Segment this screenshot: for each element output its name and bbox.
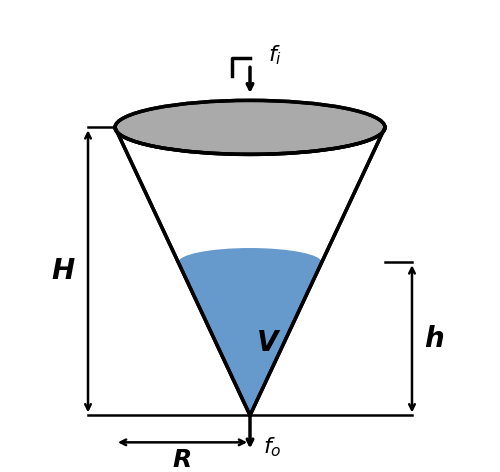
Text: R: R [173,448,192,472]
Text: $f_i$: $f_i$ [268,43,282,67]
Text: V: V [257,329,278,357]
Ellipse shape [115,101,385,154]
Ellipse shape [178,248,322,277]
Text: H: H [52,257,75,286]
Polygon shape [178,262,322,415]
Text: $f_o$: $f_o$ [264,435,282,459]
Text: h: h [424,325,444,353]
